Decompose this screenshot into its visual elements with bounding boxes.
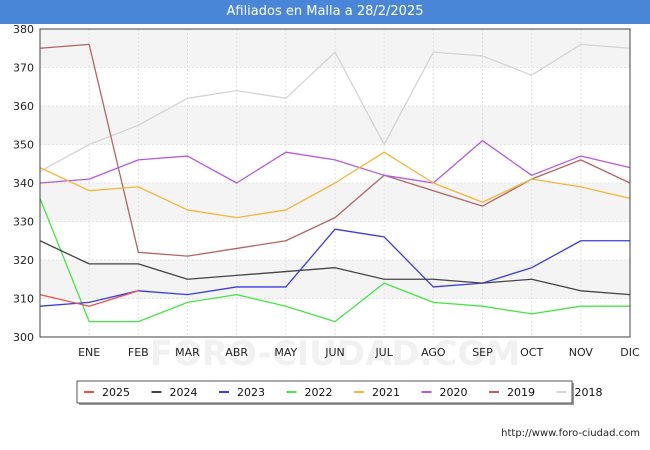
x-tick-label: ENE — [78, 346, 100, 359]
legend-label-2024: 2024 — [170, 386, 198, 399]
series-line-2018 — [39, 43, 631, 173]
x-tick-label: NOV — [569, 346, 594, 359]
y-tick-label: 340 — [13, 177, 34, 190]
y-tick-label: 350 — [13, 139, 34, 152]
x-tick-label: JUL — [374, 346, 393, 359]
watermark-text: FORO-CIUDAD.COM — [150, 334, 521, 374]
legend-label-2021: 2021 — [372, 386, 400, 399]
x-tick-label: AGO — [421, 346, 446, 359]
legend-label-2025: 2025 — [102, 386, 130, 399]
series-line-2022 — [39, 198, 630, 323]
chart-title: Afiliados en Malla a 28/2/2025 — [0, 0, 650, 24]
legend-label-2019: 2019 — [507, 386, 535, 399]
x-tick-label: OCT — [520, 346, 543, 359]
y-tick-label: 300 — [13, 331, 34, 344]
legend-label-2022: 2022 — [305, 386, 333, 399]
plot-frame — [39, 28, 631, 338]
series-line-2021 — [39, 151, 631, 219]
y-tick-label: 370 — [13, 62, 34, 75]
x-tick-label: MAY — [274, 346, 297, 359]
y-tick-label: 320 — [13, 254, 34, 267]
y-tick-label: 360 — [13, 100, 34, 113]
source-url[interactable]: http://www.foro-ciudad.com — [501, 428, 640, 439]
legend: 2025 2024 2023 2022 2021 2020 2019 2018 — [76, 380, 603, 405]
y-tick-label: 310 — [13, 293, 34, 306]
legend-box — [76, 380, 573, 404]
y-tick-label: 330 — [13, 216, 34, 229]
legend-label-2020: 2020 — [440, 386, 468, 399]
x-axis-ticks: ENE FEB MAR ABR MAY JUN JUL AGO SEP OCT NOV DIC — [78, 346, 640, 359]
y-tick-label: 380 — [13, 23, 34, 36]
x-tick-label: ABR — [225, 346, 248, 359]
series-group — [39, 43, 631, 323]
series-line-2024 — [39, 240, 631, 296]
x-tick-label: JUN — [324, 346, 345, 359]
x-tick-label: SEP — [472, 346, 493, 359]
series-line-2020 — [39, 139, 631, 184]
series-line-2025 — [39, 290, 139, 307]
x-tick-label: MAR — [175, 346, 200, 359]
legend-label-2023: 2023 — [237, 386, 265, 399]
x-tick-label: DIC — [620, 346, 640, 359]
x-tick-label: FEB — [128, 346, 149, 359]
y-axis-ticks: 300 310 320 330 340 350 360 370 380 — [13, 23, 34, 344]
legend-label-2018: 2018 — [575, 386, 603, 399]
